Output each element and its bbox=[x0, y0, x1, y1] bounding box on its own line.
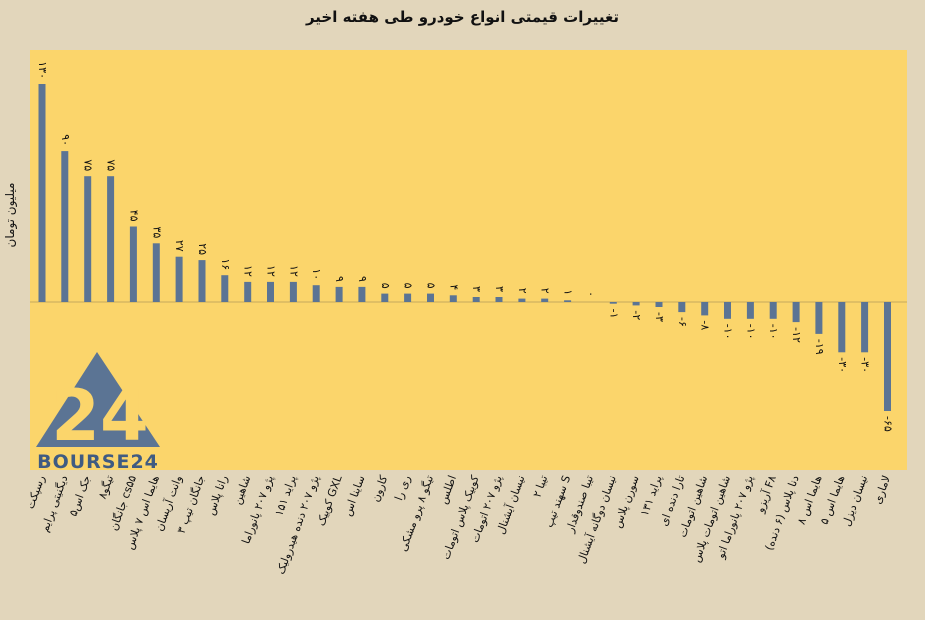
bar bbox=[358, 286, 366, 302]
value-label: -۳۰ bbox=[836, 357, 849, 373]
bar bbox=[495, 297, 503, 302]
value-label: -۱۰ bbox=[722, 324, 735, 340]
bar bbox=[244, 281, 252, 302]
value-label: ۵ bbox=[402, 283, 415, 289]
bar bbox=[221, 275, 229, 302]
category-label: کارون bbox=[369, 473, 391, 504]
value-label: -۳۰ bbox=[859, 357, 872, 373]
bar bbox=[655, 302, 663, 307]
bar bbox=[884, 302, 891, 411]
chart-title: تغییرات قیمتی انواع خودرو طی هفته اخیر bbox=[305, 8, 620, 26]
value-label: ۳ bbox=[493, 286, 506, 292]
bar bbox=[815, 302, 823, 334]
bars-group bbox=[38, 84, 891, 411]
value-label: -۱۰ bbox=[767, 324, 780, 340]
value-label: ۱۲ bbox=[287, 265, 300, 277]
logo-triangle-icon bbox=[36, 352, 160, 447]
logo-text: BOURSE24 bbox=[37, 451, 159, 473]
value-label: ۱ bbox=[562, 289, 575, 295]
bar bbox=[701, 302, 709, 316]
value-label: ۴۵ bbox=[127, 210, 140, 222]
value-label: ۴ bbox=[447, 284, 460, 290]
bar bbox=[472, 297, 480, 302]
value-label: -۱۰ bbox=[744, 324, 757, 340]
category-label: جک اس۵ bbox=[67, 474, 94, 518]
bar bbox=[38, 84, 46, 302]
bar bbox=[335, 286, 343, 302]
bar bbox=[518, 298, 526, 302]
value-label: -۲ bbox=[630, 310, 643, 320]
bar bbox=[541, 298, 549, 302]
value-label: -۶۵ bbox=[881, 416, 894, 432]
bar bbox=[267, 281, 274, 302]
bar bbox=[152, 243, 160, 302]
value-label: ۳۵ bbox=[150, 226, 163, 238]
bourse24-logo: 24 BOURSE24 bbox=[36, 352, 160, 473]
category-label: تیبا ۲ bbox=[530, 474, 550, 500]
value-label: ۲۵ bbox=[196, 243, 209, 255]
value-label: -۶ bbox=[676, 317, 689, 327]
bar bbox=[198, 260, 206, 302]
value-label: -۱۹ bbox=[813, 339, 826, 355]
bar bbox=[381, 293, 389, 302]
category-label: لاماری bbox=[871, 474, 893, 506]
category-label: ری را bbox=[392, 474, 413, 503]
bar bbox=[61, 151, 69, 302]
value-label: ۷۵ bbox=[105, 159, 118, 171]
value-label: ۵ bbox=[424, 283, 437, 289]
bar bbox=[404, 293, 412, 302]
value-label: ۷۵ bbox=[82, 159, 95, 171]
bar bbox=[632, 302, 640, 306]
value-label: ۹۰ bbox=[59, 134, 72, 146]
value-label: ۹ bbox=[356, 276, 369, 282]
value-label: ۳ bbox=[470, 286, 483, 292]
value-label: -۱ bbox=[607, 309, 620, 319]
category-label: تیگو۸ bbox=[96, 474, 116, 501]
category-label: رسپکت bbox=[24, 474, 48, 511]
value-label: -۸ bbox=[699, 320, 712, 330]
bar bbox=[861, 302, 869, 353]
category-label: رانا پلاس bbox=[204, 474, 230, 517]
bar bbox=[175, 256, 183, 302]
bar bbox=[792, 302, 800, 323]
bar bbox=[609, 302, 617, 304]
category-label: اطلس bbox=[437, 474, 459, 506]
value-label: ۲ bbox=[516, 288, 529, 294]
bar bbox=[769, 302, 777, 319]
bar bbox=[129, 226, 137, 302]
bar bbox=[427, 293, 434, 302]
value-label: ۹ bbox=[333, 276, 346, 282]
plot-area bbox=[30, 50, 907, 470]
value-label: ۱۲ bbox=[265, 265, 278, 277]
value-label: ۰ bbox=[584, 291, 597, 297]
value-label: -۱۲ bbox=[790, 327, 803, 343]
bar bbox=[449, 295, 457, 302]
bar bbox=[289, 281, 297, 302]
bar bbox=[107, 176, 115, 302]
value-label: -۳ bbox=[653, 312, 666, 322]
value-label: ۱۶ bbox=[219, 258, 232, 270]
value-label: ۱۰ bbox=[310, 268, 323, 280]
category-label: ساینا اس bbox=[341, 474, 368, 518]
logo-mark: 24 bbox=[51, 375, 148, 457]
category-label: شاهین bbox=[231, 474, 253, 507]
bar bbox=[564, 300, 572, 302]
bar bbox=[312, 285, 320, 302]
value-label: ۲۷ bbox=[173, 240, 186, 252]
value-label: ۱۲ bbox=[242, 265, 255, 277]
bar bbox=[724, 302, 731, 319]
y-axis-label: میلیون تومان bbox=[3, 183, 18, 248]
value-label: ۲ bbox=[539, 288, 552, 294]
bar bbox=[678, 302, 686, 313]
bar bbox=[84, 176, 92, 302]
bar bbox=[838, 302, 846, 353]
category-label: آریزو F۸ bbox=[752, 473, 779, 515]
value-label: ۱۳۰ bbox=[36, 61, 49, 79]
bar bbox=[746, 302, 754, 319]
value-label: ۵ bbox=[379, 283, 392, 289]
